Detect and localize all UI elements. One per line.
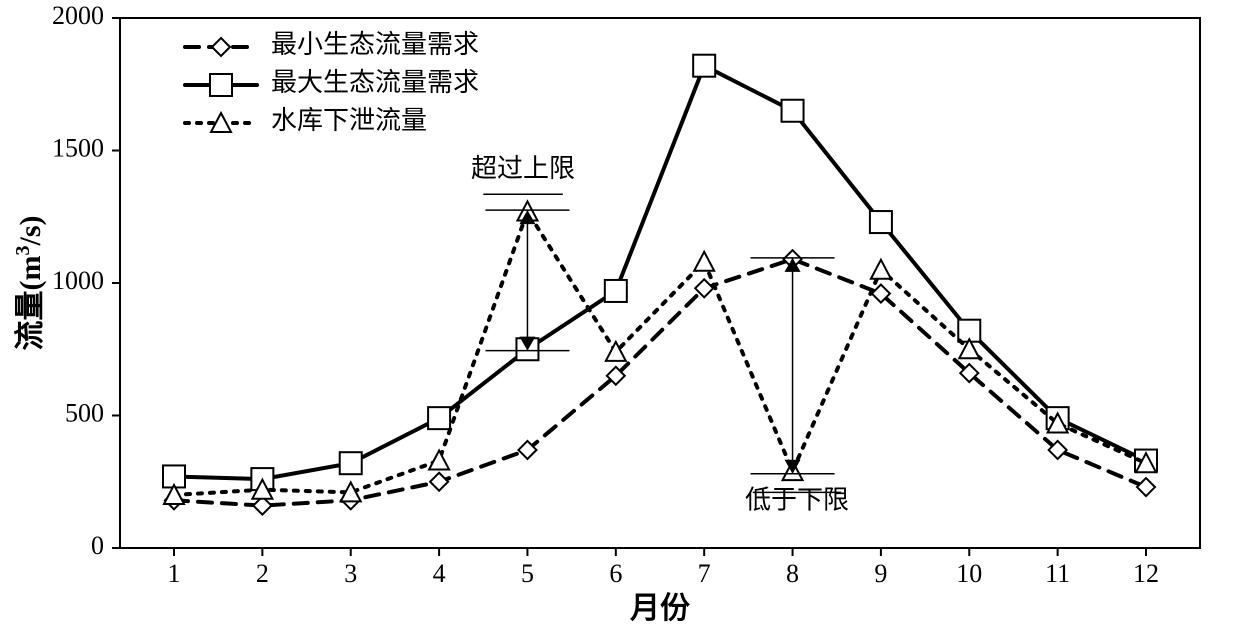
legend-label: 最大生态流量需求: [271, 68, 479, 97]
x-tick-label: 3: [344, 559, 357, 588]
marker-max_flow: [782, 100, 804, 122]
y-tick-label: 1000: [52, 266, 104, 295]
x-tick-label: 10: [956, 559, 982, 588]
marker-max_flow: [340, 452, 362, 474]
x-tick-label: 11: [1045, 559, 1070, 588]
x-tick-label: 4: [433, 559, 446, 588]
x-axis-title: 月份: [630, 592, 690, 624]
annotation-label: 低于下限: [745, 485, 849, 514]
y-tick-label: 2000: [52, 1, 104, 30]
y-tick-label: 1500: [52, 133, 104, 162]
flow-line-chart: 0500100015002000123456789101112月份流量(m3/s…: [0, 0, 1240, 624]
plot-area: [120, 18, 1200, 548]
y-tick-label: 500: [65, 398, 104, 427]
x-tick-label: 6: [609, 559, 622, 588]
chart-container: 0500100015002000123456789101112月份流量(m3/s…: [0, 0, 1240, 624]
y-axis-title: 流量(m3/s): [12, 216, 47, 351]
x-tick-label: 7: [698, 559, 711, 588]
x-tick-label: 1: [168, 559, 181, 588]
x-tick-label: 2: [256, 559, 269, 588]
x-tick-label: 8: [786, 559, 799, 588]
legend-label: 最小生态流量需求: [271, 30, 479, 59]
marker-max_flow: [428, 407, 450, 429]
x-tick-label: 9: [874, 559, 887, 588]
y-tick-label: 0: [91, 531, 104, 560]
marker-max_flow: [870, 211, 892, 233]
x-tick-label: 12: [1133, 559, 1159, 588]
x-tick-label: 5: [521, 559, 534, 588]
marker-max_flow: [605, 280, 627, 302]
marker-max_flow: [693, 55, 715, 77]
annotation-label: 超过上限: [471, 154, 575, 183]
legend-label: 水库下泄流量: [271, 106, 427, 135]
legend-swatch-marker: [210, 74, 232, 96]
